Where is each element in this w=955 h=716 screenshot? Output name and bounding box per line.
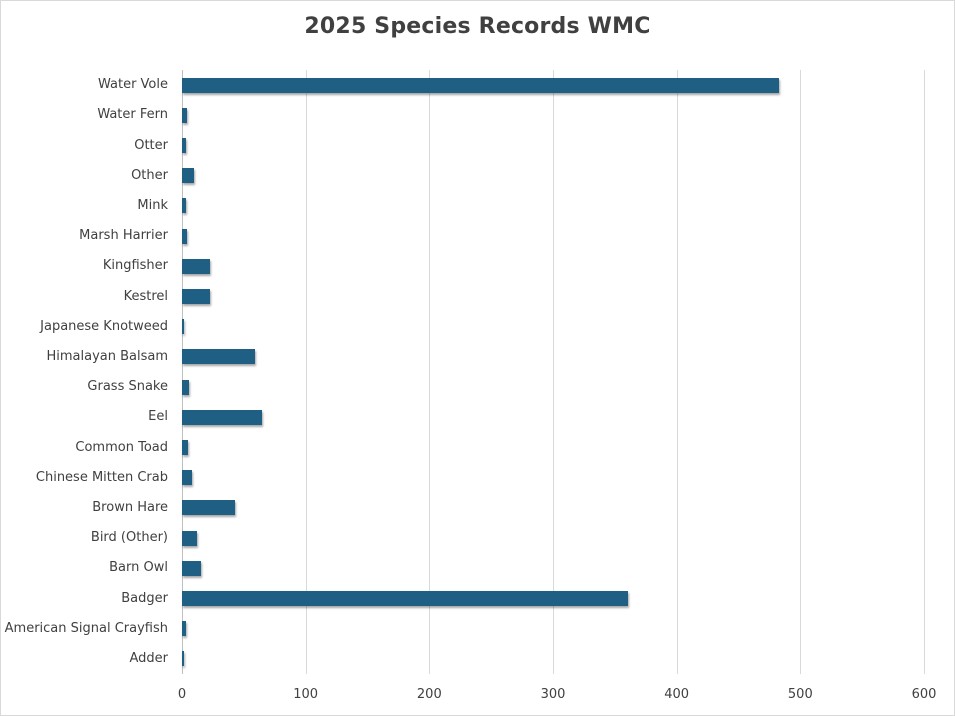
bar-row <box>182 493 924 523</box>
gridline <box>924 70 925 674</box>
bar-row <box>182 614 924 644</box>
bar-row <box>182 130 924 160</box>
bar <box>182 470 192 486</box>
bar-row <box>182 553 924 583</box>
bar <box>182 319 184 335</box>
bar <box>182 198 186 214</box>
x-tick-label: 600 <box>911 687 937 702</box>
x-tick-label: 0 <box>177 687 187 702</box>
bar-row <box>182 402 924 432</box>
bar <box>182 107 187 123</box>
gridline <box>553 70 554 674</box>
bar-row <box>182 523 924 553</box>
y-category-label: Barn Owl <box>109 560 168 576</box>
y-category-label: Other <box>131 167 168 183</box>
bar-row <box>182 100 924 130</box>
bar <box>182 500 236 516</box>
bar <box>182 288 211 304</box>
bar-row <box>182 161 924 191</box>
bar <box>182 560 201 576</box>
y-category-label: Mink <box>137 197 168 213</box>
bar-row <box>182 251 924 281</box>
bar-row <box>182 70 924 100</box>
y-category-label: Badger <box>121 590 168 606</box>
bar-row <box>182 221 924 251</box>
y-category-label: Common Toad <box>75 439 168 455</box>
y-category-label: Grass Snake <box>87 379 168 395</box>
bar <box>182 258 211 274</box>
y-category-label: Japanese Knotweed <box>40 318 168 334</box>
x-tick-label: 300 <box>540 687 566 702</box>
bar <box>182 530 197 546</box>
bar-row <box>182 312 924 342</box>
y-category-label: Otter <box>134 137 168 153</box>
bar-row <box>182 432 924 462</box>
y-category-label: Himalayan Balsam <box>46 348 168 364</box>
gridline <box>429 70 430 674</box>
y-category-label: Kingfisher <box>102 258 168 274</box>
gridline <box>306 70 307 674</box>
bar <box>182 439 189 455</box>
x-tick-label: 200 <box>416 687 442 702</box>
x-tick-label: 500 <box>787 687 813 702</box>
y-category-label: Kestrel <box>123 288 168 304</box>
bar <box>182 228 187 244</box>
bar-row <box>182 342 924 372</box>
bar <box>182 349 255 365</box>
y-category-label: Marsh Harrier <box>79 228 168 244</box>
bar <box>182 651 185 667</box>
x-tick-label: 400 <box>664 687 690 702</box>
y-category-label: Chinese Mitten Crab <box>35 469 168 485</box>
bar-row <box>182 281 924 311</box>
bar-row <box>182 463 924 493</box>
x-tick-label: 100 <box>293 687 319 702</box>
bar-row <box>182 191 924 221</box>
chart-title: 2025 Species Records WMC <box>304 14 651 39</box>
bar <box>182 621 186 637</box>
bar-row <box>182 372 924 402</box>
y-category-label: American Signal Crayfish <box>4 620 168 636</box>
bar <box>182 409 263 425</box>
gridline <box>800 70 801 674</box>
bar <box>182 168 195 184</box>
bar <box>182 379 190 395</box>
gridline <box>677 70 678 674</box>
bar-row <box>182 583 924 613</box>
bar-row <box>182 644 924 674</box>
y-category-label: Water Fern <box>97 107 168 123</box>
plot-area <box>182 70 925 674</box>
bar <box>182 77 780 93</box>
y-category-label: Brown Hare <box>92 499 168 515</box>
bar <box>182 137 186 153</box>
y-category-label: Bird (Other) <box>90 530 168 546</box>
bar <box>182 590 629 606</box>
y-category-label: Adder <box>129 650 168 666</box>
gridline <box>182 70 183 674</box>
y-category-label: Water Vole <box>97 77 168 93</box>
y-category-label: Eel <box>148 409 168 425</box>
